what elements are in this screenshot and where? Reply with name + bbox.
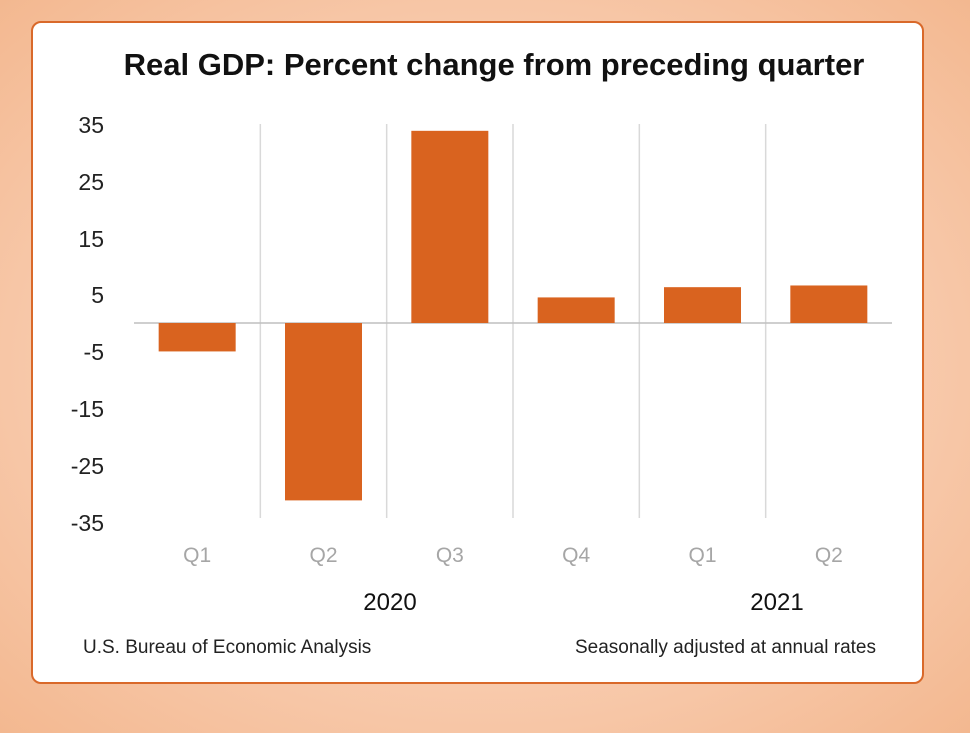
bars	[158, 130, 868, 501]
bar	[790, 285, 868, 323]
x-tick-label: Q2	[815, 544, 843, 567]
y-tick-label: -35	[71, 510, 104, 536]
bar	[537, 297, 615, 323]
vertical-gridlines	[259, 124, 767, 518]
x-tick-label: Q1	[688, 544, 716, 567]
y-tick-label: -25	[71, 453, 104, 479]
chart-title: Real GDP: Percent change from preceding …	[124, 47, 865, 82]
y-tick-label: -5	[84, 339, 104, 365]
adjustment-note: Seasonally adjusted at annual rates	[575, 637, 876, 658]
y-tick-label: -15	[71, 396, 104, 422]
year-label-2021: 2021	[750, 589, 803, 616]
source-note: U.S. Bureau of Economic Analysis	[83, 637, 371, 658]
y-tick-label: 35	[78, 112, 104, 138]
x-tick-label: Q3	[436, 544, 464, 567]
x-axis-ticks: Q1 Q2 Q3 Q4 Q1 Q2	[183, 544, 843, 567]
year-label-2020: 2020	[363, 589, 416, 616]
y-tick-label: 15	[78, 226, 104, 252]
bar	[411, 130, 489, 323]
x-tick-label: Q2	[309, 544, 337, 567]
bar	[664, 287, 741, 323]
y-tick-label: 5	[91, 282, 104, 308]
bar	[285, 323, 362, 501]
x-tick-label: Q4	[562, 544, 590, 567]
y-tick-label: 25	[78, 169, 104, 195]
x-tick-label: Q1	[183, 544, 211, 567]
bar	[158, 323, 236, 352]
y-axis-ticks: 35 25 15 5 -5 -15 -25 -35	[71, 112, 104, 536]
